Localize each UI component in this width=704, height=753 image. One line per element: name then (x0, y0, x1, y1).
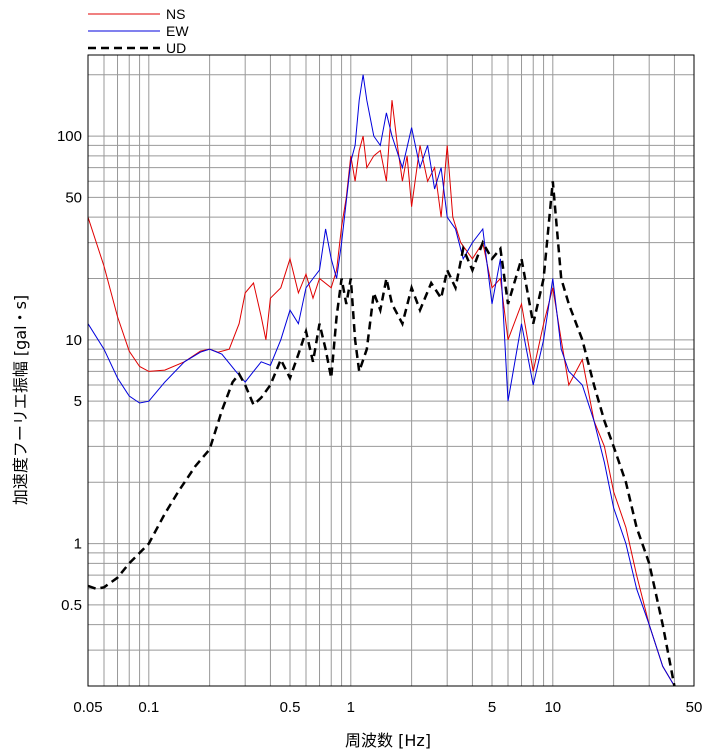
y-axis-label: 加速度フーリエ振幅 [gal・s] (11, 295, 30, 505)
legend-label-ud: UD (166, 40, 186, 56)
series-line-ud (88, 181, 676, 686)
x-tick-label: 50 (686, 699, 703, 716)
series-line-ew (88, 74, 675, 686)
y-tick-label: 100 (57, 128, 82, 145)
x-tick-label: 0.05 (73, 699, 102, 716)
x-tick-label: 0.5 (280, 699, 301, 716)
legend-label-ew: EW (166, 23, 189, 39)
y-tick-labels: 0.5 1 5 10 50 100 (57, 128, 82, 614)
x-tick-label: 1 (347, 699, 355, 716)
y-tick-label: 0.5 (61, 597, 82, 614)
grid-lines (87, 55, 695, 687)
y-tick-label: 50 (65, 189, 82, 206)
y-tick-label: 5 (74, 393, 82, 410)
y-tick-label: 1 (74, 536, 82, 553)
legend-label-ns: NS (166, 6, 185, 22)
x-tick-label: 5 (488, 699, 496, 716)
y-tick-label: 10 (65, 332, 82, 349)
x-axis-label: 周波数 [Hz] (345, 731, 431, 750)
x-tick-label: 0.1 (138, 699, 159, 716)
x-tick-label: 10 (544, 699, 561, 716)
series-line-ns (88, 100, 675, 686)
series-layer (88, 74, 676, 686)
x-tick-labels: 0.05 0.1 0.5 1 5 10 50 (73, 699, 702, 716)
plot-frame (87, 54, 695, 687)
